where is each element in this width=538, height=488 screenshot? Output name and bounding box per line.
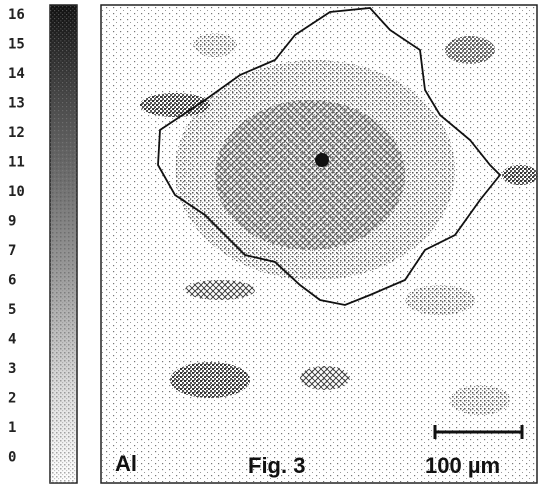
- contour: [157, 7, 502, 306]
- colorbar-label: 9: [8, 214, 16, 230]
- colorbar-label: 12: [8, 125, 25, 141]
- element-label: Al: [115, 451, 137, 476]
- scale-bar: [433, 425, 524, 439]
- colorbar-label: 4: [8, 332, 16, 348]
- colorbar-label: 16: [8, 7, 25, 23]
- map-region: [140, 93, 210, 117]
- colorbar-label: 11: [8, 155, 25, 171]
- figure-caption: Fig. 3: [248, 453, 305, 478]
- colorbar-label: 15: [8, 37, 25, 53]
- colorbar-label: 13: [8, 96, 25, 112]
- colorbar-label: 3: [8, 361, 16, 377]
- map-region: [445, 36, 495, 64]
- colorbar-label: 1: [8, 420, 16, 436]
- colorbar-label: 5: [8, 302, 16, 318]
- colorbar-texture: [50, 5, 77, 483]
- colorbar-label: 7: [8, 243, 16, 259]
- map-region: [502, 165, 538, 185]
- element-map: Al Fig. 3 100 µm: [100, 4, 538, 484]
- map-region: [185, 280, 255, 300]
- colorbar-label: 0: [8, 450, 16, 466]
- map-region: [405, 285, 475, 315]
- map-region: [450, 385, 510, 415]
- colorbar-label: 14: [8, 66, 25, 82]
- colorbar-label: 6: [8, 273, 16, 289]
- map-region: [300, 366, 350, 390]
- map-region: [193, 33, 237, 57]
- center-dot: [315, 153, 329, 167]
- colorbar: [49, 4, 78, 484]
- colorbar-label: 2: [8, 391, 16, 407]
- colorbar-label: 10: [8, 184, 25, 200]
- map-region: [215, 100, 405, 250]
- map-region: [170, 362, 250, 398]
- scale-label: 100 µm: [425, 453, 500, 478]
